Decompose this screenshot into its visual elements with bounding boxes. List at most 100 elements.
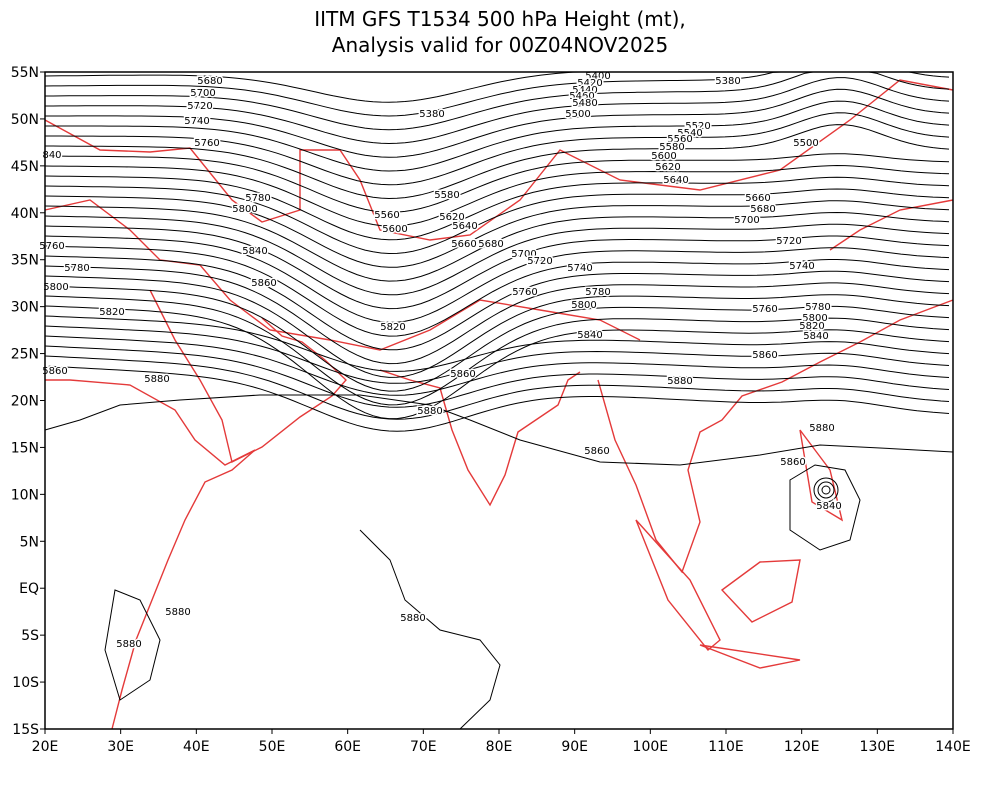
latitude-label: 20N	[11, 394, 39, 410]
contour-label: 5380	[419, 109, 444, 120]
latitude-label: 55N	[11, 65, 39, 81]
contour-label: 5600	[382, 224, 407, 235]
contour-line	[44, 255, 950, 351]
contour-line	[44, 164, 950, 227]
latitude-label: 5S	[21, 628, 39, 644]
contour-label: 5840	[242, 246, 267, 257]
latitude-label: 35N	[11, 253, 39, 269]
contour-line	[44, 275, 950, 378]
contour-line	[44, 394, 954, 466]
contour-label: 5560	[374, 210, 399, 221]
longitude-label: 140E	[935, 739, 971, 755]
contour-label: 5860	[584, 446, 609, 457]
contour-label: 5880	[417, 406, 442, 417]
contour-label: 5680	[750, 204, 775, 215]
longitude-label: 110E	[708, 739, 744, 755]
contour-line	[45, 88, 950, 158]
contour-line	[44, 71, 949, 103]
contour-line	[44, 185, 950, 255]
contour-label: 5780	[245, 193, 270, 204]
contour-line	[45, 71, 950, 131]
contour-labels: 5680570057205740576084057805800584058605…	[38, 70, 843, 652]
contour-label: 5680	[478, 239, 503, 250]
longitude-label: 120E	[784, 739, 820, 755]
latitude-label: 10S	[12, 675, 39, 691]
contour-line	[813, 477, 839, 503]
contour-label: 5620	[439, 212, 464, 223]
contour-label: 840	[42, 150, 61, 161]
contour-label: 5780	[805, 302, 830, 313]
contour-line	[44, 205, 950, 282]
longitude-label: 130E	[860, 739, 896, 755]
longitude-label: 20E	[32, 739, 59, 755]
latitude-label: EQ	[19, 581, 39, 597]
contour-line	[817, 481, 835, 499]
contour-label: 5880	[116, 639, 141, 650]
contour-label: 5680	[197, 76, 222, 87]
contour-label: 5740	[184, 116, 209, 127]
contour-line	[44, 335, 950, 396]
contour-label: 5880	[667, 376, 692, 387]
latitude-label: 30N	[11, 300, 39, 316]
longitude-label: 100E	[633, 739, 669, 755]
contour-label: 5640	[452, 221, 477, 232]
contour-label: 5840	[816, 501, 841, 512]
contour-label: 5740	[789, 261, 814, 272]
contour-label: 5400	[585, 71, 610, 82]
latitude-label: 40N	[11, 206, 39, 222]
contour-label: 5880	[809, 423, 834, 434]
coastline	[597, 299, 954, 574]
coastline	[149, 289, 347, 464]
contour-label: 5860	[42, 366, 67, 377]
contour-label: 5620	[655, 162, 680, 173]
contour-line	[44, 215, 950, 296]
contour-label: 5460	[569, 91, 594, 102]
contour-line	[821, 485, 831, 495]
contour-label: 5560	[667, 134, 692, 145]
contour-label: 5880	[144, 374, 169, 385]
contour-line	[44, 345, 950, 408]
contour-line	[44, 265, 950, 365]
coastline	[44, 79, 954, 241]
contour-line	[45, 77, 950, 145]
contour-label: 5640	[663, 175, 688, 186]
contour-label: 5700	[190, 88, 215, 99]
contour-label: 5780	[64, 263, 89, 274]
plot-area: 5680570057205740576084057805800584058605…	[38, 70, 954, 730]
longitude-label: 50E	[259, 739, 286, 755]
contour-label: 5580	[659, 142, 684, 153]
contour-label: 5760	[39, 241, 64, 252]
contour-label: 5840	[803, 331, 828, 342]
contour-line	[359, 529, 501, 730]
contour-label: 5820	[99, 307, 124, 318]
contour-line	[44, 245, 950, 337]
contour-label: 5520	[685, 121, 710, 132]
contour-label: 5800	[571, 300, 596, 311]
longitude-label: 90E	[561, 739, 588, 755]
contour-label: 5380	[715, 76, 740, 87]
latitude-label: 25N	[11, 347, 39, 363]
contour-line	[104, 589, 161, 701]
contour-label: 5540	[677, 128, 702, 139]
contour-label: 5800	[43, 282, 68, 293]
latitude-label: 10N	[11, 487, 39, 503]
contour-label: 5760	[752, 304, 777, 315]
contour-line	[44, 235, 950, 323]
contour-line	[45, 112, 950, 186]
coastline	[799, 429, 844, 522]
contour-label: 5700	[734, 215, 759, 226]
contour-label: 5720	[527, 256, 552, 267]
contour-label: 5800	[232, 204, 257, 215]
contour-label: 5860	[780, 457, 805, 468]
title-line: Analysis valid for 00Z04NOV2025	[332, 33, 668, 57]
contour-label: 5780	[585, 287, 610, 298]
contour-label: 5480	[572, 98, 597, 109]
coastline	[829, 199, 954, 251]
contour-label: 5840	[577, 330, 602, 341]
contours	[44, 71, 954, 730]
contour-label: 5500	[565, 109, 590, 120]
coastline	[720, 559, 801, 623]
longitude-label: 80E	[486, 739, 513, 755]
longitude-label: 40E	[183, 739, 210, 755]
